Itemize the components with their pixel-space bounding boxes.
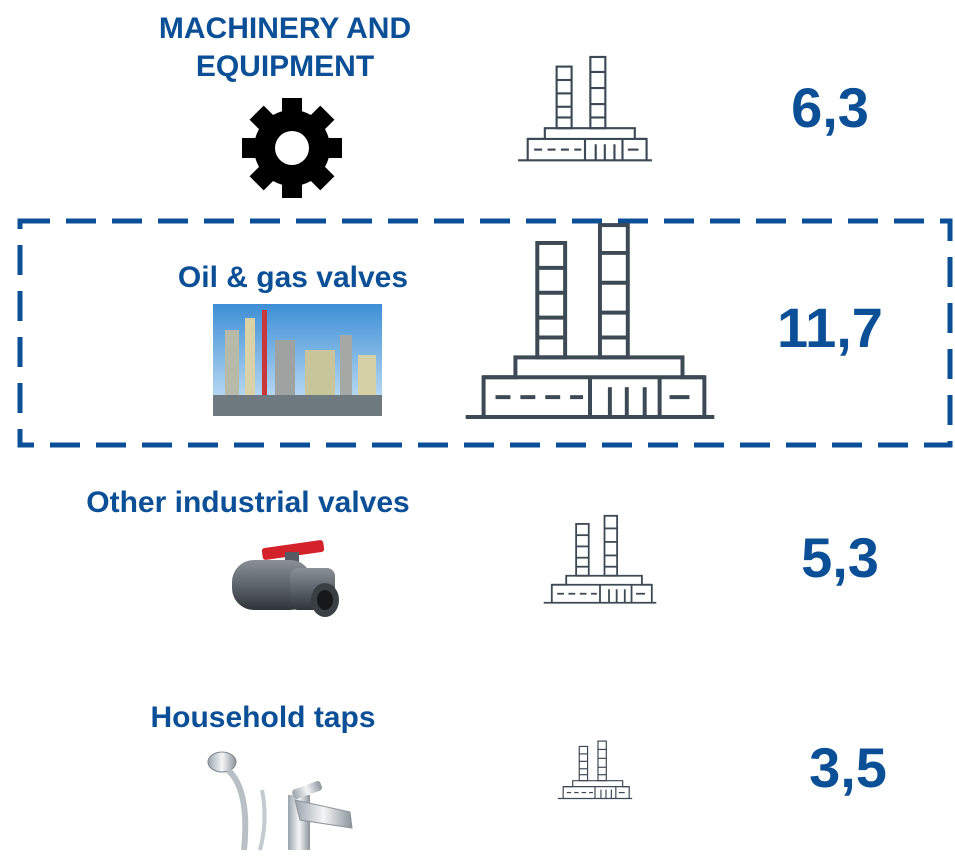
item-label: EQUIPMENT (196, 50, 374, 83)
factory-icon (466, 225, 715, 417)
item-label: Other industrial valves (86, 486, 409, 519)
item-value: 6,3 (791, 76, 869, 139)
item-value: 3,5 (809, 736, 887, 799)
factory-icon (544, 516, 657, 603)
item-value: 5,3 (801, 526, 879, 589)
item-label: Oil & gas valves (178, 261, 408, 294)
item-value: 11,7 (777, 296, 883, 359)
refinery-photo (213, 304, 382, 416)
taps-icon (208, 752, 352, 850)
infographic: MACHINERY AND EQUIPMENT 6,3 Oil & gas valve… (0, 0, 955, 859)
ball-valve-icon (232, 540, 339, 617)
factory-icon (518, 57, 652, 160)
item-label: Household taps (150, 701, 375, 734)
gear-icon (242, 98, 342, 198)
item-label: MACHINERY AND (159, 12, 411, 45)
factory-icon (558, 741, 632, 798)
